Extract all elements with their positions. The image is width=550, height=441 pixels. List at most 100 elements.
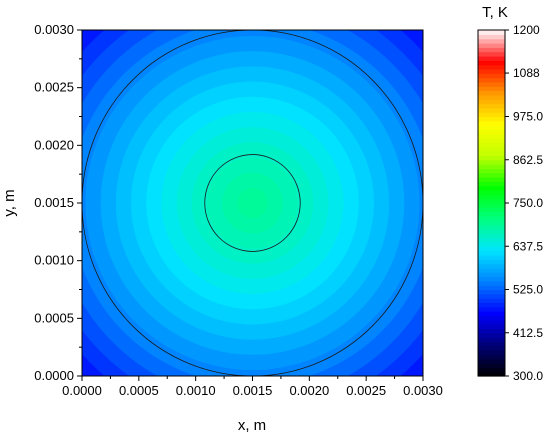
colorbar-tick-label: 412.5 (513, 326, 543, 340)
colorbar-band (478, 90, 505, 96)
colorbar-band (478, 215, 505, 221)
colorbar-band (478, 350, 505, 355)
contour-lines (82, 30, 423, 376)
colorbar-band (478, 172, 505, 178)
colorbar-band (478, 177, 505, 182)
colorbar-band (478, 267, 505, 273)
colorbar-band (478, 233, 505, 239)
colorbar-band (478, 207, 505, 213)
colorbar-band (478, 164, 505, 169)
colorbar-band (478, 86, 505, 92)
colorbar-band (478, 47, 505, 53)
x-tick-label: 0.0005 (119, 383, 159, 398)
colorbar-band (478, 302, 505, 308)
x-tick-label: 0.0025 (346, 383, 386, 398)
colorbar-band (478, 142, 505, 148)
colorbar-tick-label: 975.0 (513, 110, 543, 124)
colorbar-band (478, 146, 505, 152)
colorbar-band (478, 289, 505, 295)
colorbar-band (478, 280, 505, 286)
colorbar-band (478, 306, 505, 312)
colorbar-band (478, 276, 505, 282)
colorbar-band (478, 367, 505, 373)
y-tick-label: 0.0030 (34, 22, 74, 37)
colorbar-band (478, 345, 505, 351)
colorbar-bands (478, 30, 505, 377)
plot-area (81, 29, 424, 377)
x-tick-label: 0.0020 (289, 383, 329, 398)
colorbar-band (478, 211, 505, 217)
colorbar-band (478, 155, 505, 161)
y-tick-label: 0.0015 (34, 195, 74, 210)
colorbar-band (478, 319, 505, 325)
colorbar-band (478, 241, 505, 247)
colorbar-band (478, 151, 505, 157)
colorbar-band (478, 250, 505, 256)
colorbar-band (478, 116, 505, 122)
colorbar-band (478, 363, 505, 368)
colorbar-band (478, 34, 505, 40)
colorbar-band (478, 237, 505, 243)
colorbar-band (478, 272, 505, 278)
colorbar-band (478, 103, 505, 109)
x-axis-title: x, m (238, 417, 266, 434)
colorbar-band (478, 371, 505, 377)
colorbar-tick-label: 1200 (513, 23, 540, 37)
colorbar-band (478, 203, 505, 208)
colorbar-band (478, 259, 505, 265)
colorbar-band (478, 328, 505, 334)
colorbar-band (478, 354, 505, 360)
colorbar-band (478, 263, 505, 269)
colorbar-band (478, 55, 505, 61)
colorbar-band (478, 120, 505, 126)
colorbar-band (478, 194, 505, 200)
temperature-band (237, 187, 268, 219)
colorbar-band (478, 94, 505, 100)
colorbar-ticks: 1200 1088 975.0 862.5 750.0 637.5 525.0 412.5 30… (505, 23, 543, 383)
colorbar-title: T, K (482, 4, 508, 21)
colorbar-band (478, 358, 505, 364)
colorbar-band (478, 315, 505, 321)
colorbar-band (478, 254, 505, 260)
y-tick-label: 0.0020 (34, 137, 74, 152)
colorbar-band (478, 324, 505, 330)
colorbar-band (478, 138, 505, 144)
colorbar-band (478, 332, 505, 338)
x-axis: 0.0000 0.0005 0.0010 0.0015 0.0020 0.0025 0.00… (62, 376, 443, 398)
colorbar-band (478, 51, 505, 57)
colorbar-band (478, 337, 505, 342)
y-tick-label: 0.0010 (34, 253, 74, 268)
colorbar-band (478, 198, 505, 204)
colorbar-band (478, 298, 505, 304)
colorbar-band (478, 64, 505, 70)
y-axis-title: y, m (1, 189, 18, 216)
y-tick-label: 0.0000 (34, 368, 74, 383)
colorbar-band (478, 246, 505, 252)
colorbar-band (478, 228, 505, 234)
colorbar-tick-label: 862.5 (513, 153, 543, 167)
x-tick-label: 0.0030 (403, 383, 443, 398)
colorbar-tick-label: 300.0 (513, 369, 543, 383)
colorbar-band (478, 129, 505, 135)
colorbar-tick-label: 525.0 (513, 283, 543, 297)
colorbar-band (478, 285, 505, 291)
colorbar-band (478, 38, 505, 44)
colorbar-band (478, 133, 505, 139)
colorbar-band (478, 293, 505, 299)
colorbar-band (478, 112, 505, 118)
colorbar-band (478, 77, 505, 83)
colorbar-band (478, 190, 505, 195)
x-tick-label: 0.0010 (176, 383, 216, 398)
colorbar-band (478, 159, 505, 165)
colorbar-band (478, 73, 505, 79)
colorbar-band (478, 60, 505, 66)
colorbar-band (478, 30, 505, 35)
colorbar-band (478, 185, 505, 191)
x-tick-label: 0.0015 (233, 383, 273, 398)
colorbar-band (478, 220, 505, 226)
colorbar-band (478, 42, 505, 48)
temperature-field (82, 30, 423, 376)
colorbar-band (478, 181, 505, 187)
colorbar-band (478, 224, 505, 230)
